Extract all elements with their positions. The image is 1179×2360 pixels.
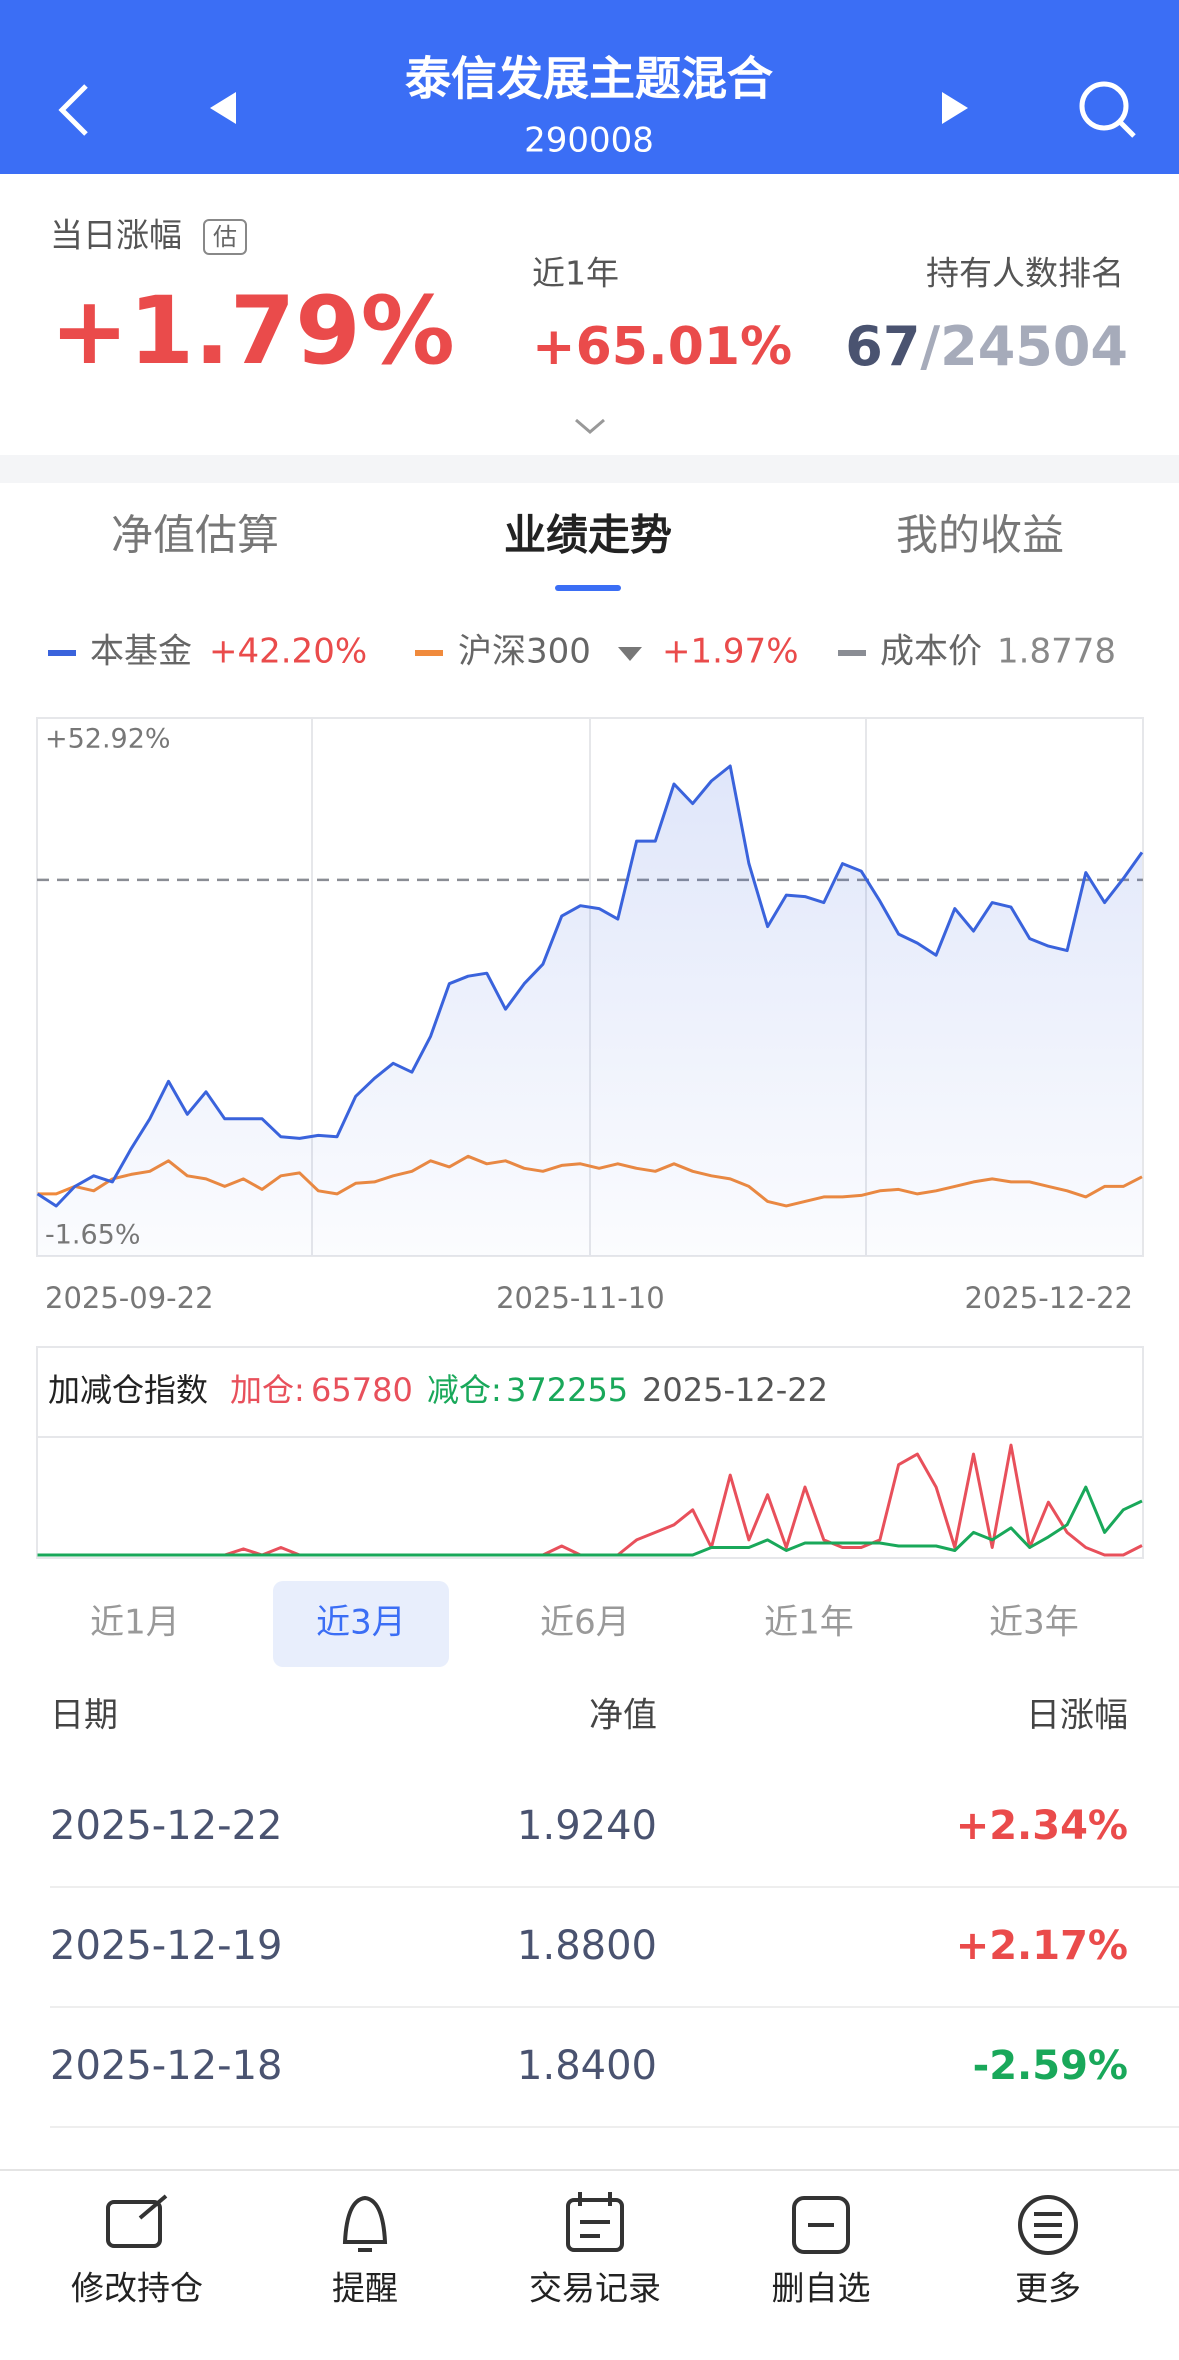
fund-code: 290008: [524, 121, 654, 161]
table-cell: +2.17%: [956, 1923, 1128, 1969]
icon-lines: [578, 2192, 612, 2238]
legend-name: 成本价: [880, 632, 982, 672]
icon-remove: [792, 2196, 850, 2254]
reduce-label: 减仓:: [427, 1371, 502, 1409]
index-dropdown[interactable]: [618, 647, 642, 661]
est-badge: 估: [213, 223, 237, 251]
nav-item[interactable]: 删自选: [772, 2269, 871, 2308]
table-cell: -2.59%: [973, 2043, 1128, 2089]
header-bar: [0, 0, 1179, 174]
table-cell: +2.34%: [956, 1803, 1128, 1849]
table-header: 日期: [50, 1696, 118, 1736]
x-tick-label: 2025-09-22: [45, 1281, 214, 1315]
rank-label: 持有人数排名: [926, 254, 1124, 293]
icon-record: [566, 2198, 624, 2252]
x-tick-label: 2025-12-22: [964, 1281, 1133, 1315]
next-button[interactable]: [942, 92, 968, 124]
series-line: [37, 1485, 1143, 1557]
tab[interactable]: 业绩走势: [504, 511, 672, 560]
series-line: [37, 1443, 1143, 1557]
legend-value: +1.97%: [662, 632, 799, 672]
mini-title: 加减仓指数: [48, 1371, 208, 1409]
legend-name: 沪深300: [458, 632, 591, 672]
period-button[interactable]: 近1月: [90, 1603, 180, 1643]
period-button[interactable]: 近6月: [540, 1603, 630, 1643]
period-button[interactable]: 近3年: [989, 1603, 1079, 1643]
prev-button[interactable]: [210, 92, 236, 124]
tab-underline: [555, 585, 621, 591]
area: [37, 766, 1142, 1256]
table-header: 净值: [589, 1696, 657, 1736]
icon-more-lines: [1034, 2212, 1062, 2238]
legend-value: +42.20%: [209, 632, 367, 672]
period-button[interactable]: 近1年: [764, 1603, 854, 1643]
rank-value: 67: [845, 315, 920, 378]
expand-chevron[interactable]: [575, 418, 605, 434]
y-tick-label: +52.92%: [45, 724, 171, 755]
y-tick-label: -1.65%: [45, 1220, 141, 1251]
rank-total: /24504: [920, 315, 1128, 378]
period-active-bg: [273, 1581, 449, 1667]
fund-title: 泰信发展主题混合: [405, 52, 773, 106]
period-button[interactable]: 近3月: [316, 1603, 406, 1643]
divider-band: [0, 455, 1179, 483]
daily-label: 当日涨幅: [50, 216, 182, 255]
table-cell: 1.8400: [517, 2043, 657, 2089]
icon-more: [1018, 2195, 1078, 2255]
table-cell: 2025-12-22: [50, 1803, 282, 1849]
table-header: 日涨幅: [1026, 1696, 1128, 1736]
add-label: 加仓:: [230, 1371, 305, 1409]
bottom-nav: [0, 2170, 1179, 2356]
back-button[interactable]: [58, 84, 88, 136]
tab[interactable]: 净值估算: [111, 511, 279, 560]
mini-frame: [36, 1346, 1144, 1559]
reduce-value: 372255: [506, 1371, 628, 1409]
year-label: 近1年: [532, 254, 619, 293]
nav-item[interactable]: 更多: [1015, 2269, 1081, 2308]
table-cell: 2025-12-18: [50, 2043, 282, 2089]
daily-change: +1.79%: [50, 277, 455, 386]
table-cell: 2025-12-19: [50, 1923, 282, 1969]
legend-name: 本基金: [90, 632, 192, 672]
icon-bell: [342, 2195, 388, 2252]
badge-box: [203, 219, 247, 255]
nav-item[interactable]: 交易记录: [529, 2269, 661, 2308]
nav-item[interactable]: 提醒: [332, 2269, 398, 2308]
table-cell: 1.8800: [517, 1923, 657, 1969]
icon-edit: [106, 2200, 162, 2248]
cost-value: 1.8778: [997, 632, 1116, 672]
table-cell: 1.9240: [517, 1803, 657, 1849]
add-value: 65780: [311, 1371, 413, 1409]
search-button[interactable]: [1079, 81, 1136, 138]
nav-item[interactable]: 修改持仓: [71, 2269, 203, 2308]
series-line: [36, 764, 1144, 1208]
year-change: +65.01%: [532, 317, 792, 377]
icon-pen: [138, 2194, 168, 2220]
rank: 67/24504: [845, 315, 1128, 378]
x-tick-label: 2025-11-10: [496, 1281, 665, 1315]
nav-icons: [106, 2192, 1078, 2255]
mini-date: 2025-12-22: [642, 1371, 828, 1409]
tab[interactable]: 我的收益: [896, 511, 1064, 560]
